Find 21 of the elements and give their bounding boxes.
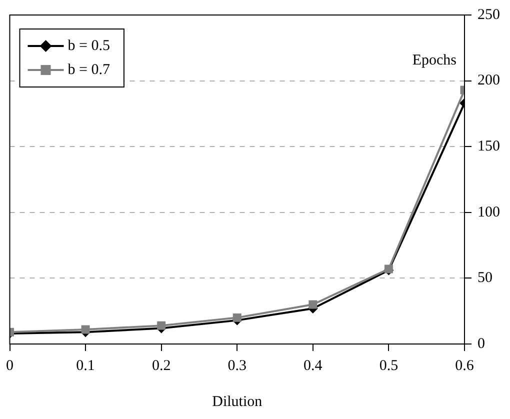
point [157,321,166,330]
x-tick-label: 0.5 [379,358,398,374]
x-axis-title: Dilution [212,394,263,410]
legend-label: b = 0.5 [68,38,110,54]
x-tick-label: 0.4 [304,358,323,374]
x-tick-label: 0.6 [455,358,474,374]
x-tick-label: 0.3 [228,358,246,374]
y-tick-label: 150 [478,138,500,155]
legend-label: b = 0.7 [68,62,110,78]
y-tick-label: 0 [478,336,485,352]
x-tick-label: 0 [6,358,14,374]
x-tick-label: 0.1 [76,358,95,374]
point [308,300,318,309]
y-tick-label: 100 [478,204,500,220]
point [81,325,90,334]
y-axis-title: Epochs [412,52,457,68]
y-tick-label: 50 [478,270,492,286]
y-tick-label: 200 [478,72,500,89]
y-tick-label: 250 [478,6,500,23]
point [232,313,242,322]
x-tick-label: 0.2 [152,358,171,374]
